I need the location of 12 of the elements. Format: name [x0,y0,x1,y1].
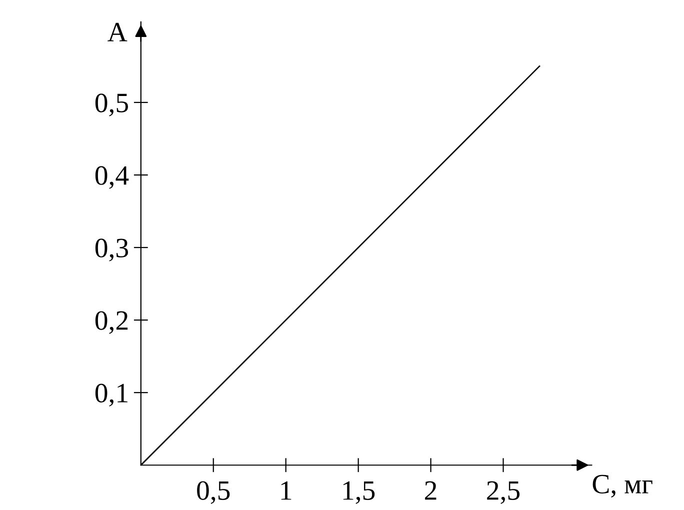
y-tick-label: 0,2 [95,311,128,334]
x-axis-title: C, мг [592,474,652,498]
x-tick-label: 2,5 [487,481,520,504]
y-tick-label: 0,3 [95,238,128,262]
x-tick-label: 1 [281,481,292,500]
x-tick-label: 2 [425,481,436,500]
x-tick-label: 0,5 [197,481,230,504]
x-tick-label: 1,5 [343,481,375,504]
y-axis-title: A [108,22,128,42]
y-tick-label: 0,5 [95,94,128,116]
y-tick-label: 0,1 [95,384,128,406]
y-tick-label: 0,4 [95,166,129,189]
